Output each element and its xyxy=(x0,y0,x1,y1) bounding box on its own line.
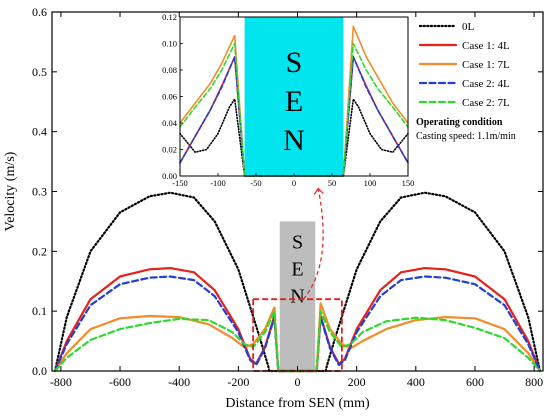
inset-x-tick-label: 150 xyxy=(402,178,415,188)
zoom-connector-arrowhead xyxy=(313,187,324,195)
y-tick-label: 0.6 xyxy=(32,5,47,19)
legend-label: Case 2: 4L xyxy=(462,78,510,90)
inset-x-tick-label: 100 xyxy=(364,178,377,188)
sen-block xyxy=(279,221,316,371)
legend: 0L Case 1: 4L Case 1: 7L Case 2: 4L Case 2: … xyxy=(418,21,510,109)
inset-plot: SEN -150 -100 -50 0 50 100 150 0.00 0.02 0.04 0.06 0… xyxy=(162,12,414,188)
x-tick-label: 0 xyxy=(295,375,301,389)
inset-x-tick-label: -50 xyxy=(250,178,261,188)
operating-condition-note: Operating condition Casting speed: 1.1m/… xyxy=(416,117,516,142)
zoom-connector-line xyxy=(302,188,324,300)
main-plot: SEN-800 -600 -400 -200 0 200 400 600 8000.00.10.… xyxy=(3,5,544,411)
inset-x-tick-label: -100 xyxy=(210,178,226,188)
x-tick-label: -200 xyxy=(227,375,249,389)
y-axis-title: Velocity (m/s) xyxy=(3,151,18,231)
inset-sen-letter: N xyxy=(283,124,305,157)
inset-sen-block xyxy=(244,17,344,176)
inset-y-tick-label: 0.06 xyxy=(162,92,177,102)
sen-block-letter: E xyxy=(291,258,303,280)
x-tick-label: 400 xyxy=(407,375,425,389)
inset-x-tick-label: 0 xyxy=(292,178,296,188)
inset-series-0l xyxy=(179,98,409,177)
x-tick-label: -600 xyxy=(109,375,131,389)
inset-y-tick-label: 0.02 xyxy=(162,145,177,155)
sen-block-letter: N xyxy=(290,285,304,307)
inset-x-tick-label: -150 xyxy=(172,178,188,188)
inset-y-tick-label: 0.00 xyxy=(162,171,177,181)
note-text: Casting speed: 1.1m/min xyxy=(416,131,516,142)
x-tick-label: 800 xyxy=(525,375,543,389)
y-tick-label: 0.3 xyxy=(32,185,47,199)
sen-block-letter: S xyxy=(292,231,303,253)
legend-label: Case 1: 4L xyxy=(462,40,510,52)
inset-y-tick-label: 0.04 xyxy=(162,118,178,128)
x-tick-label: 600 xyxy=(466,375,484,389)
x-axis-title: Distance from SEN (mm) xyxy=(225,396,370,411)
y-tick-label: 0.5 xyxy=(32,65,47,79)
y-tick-label: 0.1 xyxy=(32,304,47,318)
legend-label: 0L xyxy=(462,21,475,33)
inset-x-tick-label: 50 xyxy=(328,178,337,188)
y-tick-label: 0.2 xyxy=(32,244,47,258)
legend-label: Case 2: 7L xyxy=(462,97,510,109)
x-tick-label: -400 xyxy=(168,375,190,389)
y-tick-label: 0.4 xyxy=(32,125,47,139)
x-tick-label: -800 xyxy=(50,375,72,389)
y-tick-label: 0.0 xyxy=(32,364,47,378)
inset-sen-letter: S xyxy=(286,46,303,79)
x-tick-label: 200 xyxy=(348,375,366,389)
inset-y-tick-label: 0.12 xyxy=(162,12,177,22)
legend-label: Case 1: 7L xyxy=(462,59,510,71)
inset-sen-letter: E xyxy=(285,85,303,118)
inset-y-tick-label: 0.10 xyxy=(162,39,177,49)
note-title: Operating condition xyxy=(416,117,503,128)
inset-y-tick-label: 0.08 xyxy=(162,65,177,75)
